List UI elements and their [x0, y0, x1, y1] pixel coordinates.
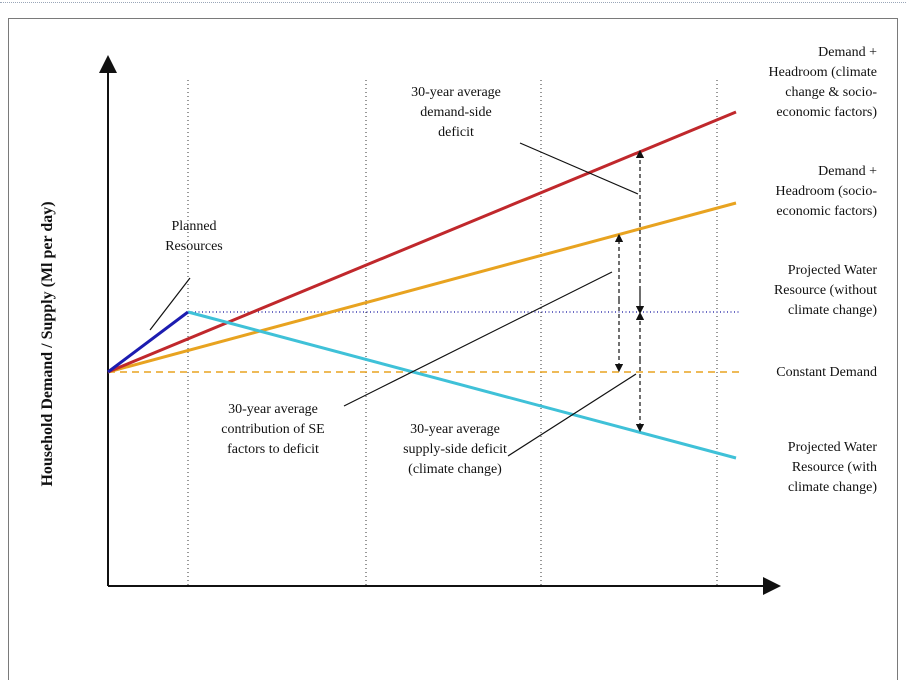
line-planned-resources [107, 310, 189, 374]
label-line: 30-year average [228, 402, 318, 417]
line-resource-climate-change [187, 310, 737, 460]
label-demand-side-deficit: 30-year average demand-side deficit [411, 85, 501, 140]
deficit-arrows [614, 149, 645, 433]
y-axis-title: Household Demand / Supply (Ml per day) [39, 201, 56, 486]
label-line: Resources [165, 239, 223, 254]
label-line: demand-side [420, 105, 492, 120]
label-resource-no-cc: Projected Water Resource (without climate … [774, 263, 877, 318]
label-constant-demand: Constant Demand [776, 365, 877, 380]
label-line: factors to deficit [227, 442, 319, 457]
label-line: Resource (with [792, 460, 877, 475]
leader-lines [149, 142, 639, 457]
leader-planned-resources [149, 277, 191, 331]
label-demand-cc: Demand + Headroom (climate change & socio-… [769, 45, 878, 120]
top-dotted-border [0, 2, 906, 3]
label-supply-side-deficit: 30-year average supply-side deficit (clima… [403, 422, 507, 477]
leader-se-contribution [343, 271, 613, 407]
label-line: Headroom (climate [769, 65, 877, 80]
label-line: contribution of SE [221, 422, 324, 437]
label-line: economic factors) [776, 204, 877, 219]
line-demand-cc [107, 110, 737, 374]
leader-supply-side-deficit [507, 373, 637, 457]
label-line: Projected Water [788, 263, 878, 278]
label-line: Planned [171, 219, 216, 234]
label-line: Resource (without [774, 283, 877, 298]
leader-demand-side-deficit [519, 142, 639, 195]
label-line: Constant Demand [776, 365, 877, 380]
label-line: 30-year average [411, 85, 501, 100]
label-planned-resources: Planned Resources [165, 219, 223, 254]
label-se-contribution: 30-year average contribution of SE factors… [221, 402, 324, 457]
label-line: climate change) [788, 303, 877, 318]
label-line: Demand + [818, 45, 877, 60]
series-labels: Demand + Headroom (climate change & socio-… [165, 45, 877, 495]
line-demand-se [107, 201, 737, 374]
label-line: Projected Water [788, 440, 878, 455]
label-line: Demand + [818, 164, 877, 179]
figure-panel [8, 18, 898, 680]
label-line: economic factors) [776, 105, 877, 120]
label-line: Headroom (socio- [776, 184, 878, 199]
gridlines [187, 80, 718, 586]
label-line: change & socio- [785, 85, 877, 100]
label-line: deficit [438, 125, 474, 140]
label-line: 30-year average [410, 422, 500, 437]
label-line: (climate change) [408, 462, 502, 477]
label-demand-se: Demand + Headroom (socio-economic factors… [776, 164, 878, 219]
label-line: supply-side deficit [403, 442, 507, 457]
label-line: climate change) [788, 480, 877, 495]
label-resource-cc: Projected Water Resource (with climate cha… [788, 440, 878, 495]
series-lines [107, 110, 740, 460]
